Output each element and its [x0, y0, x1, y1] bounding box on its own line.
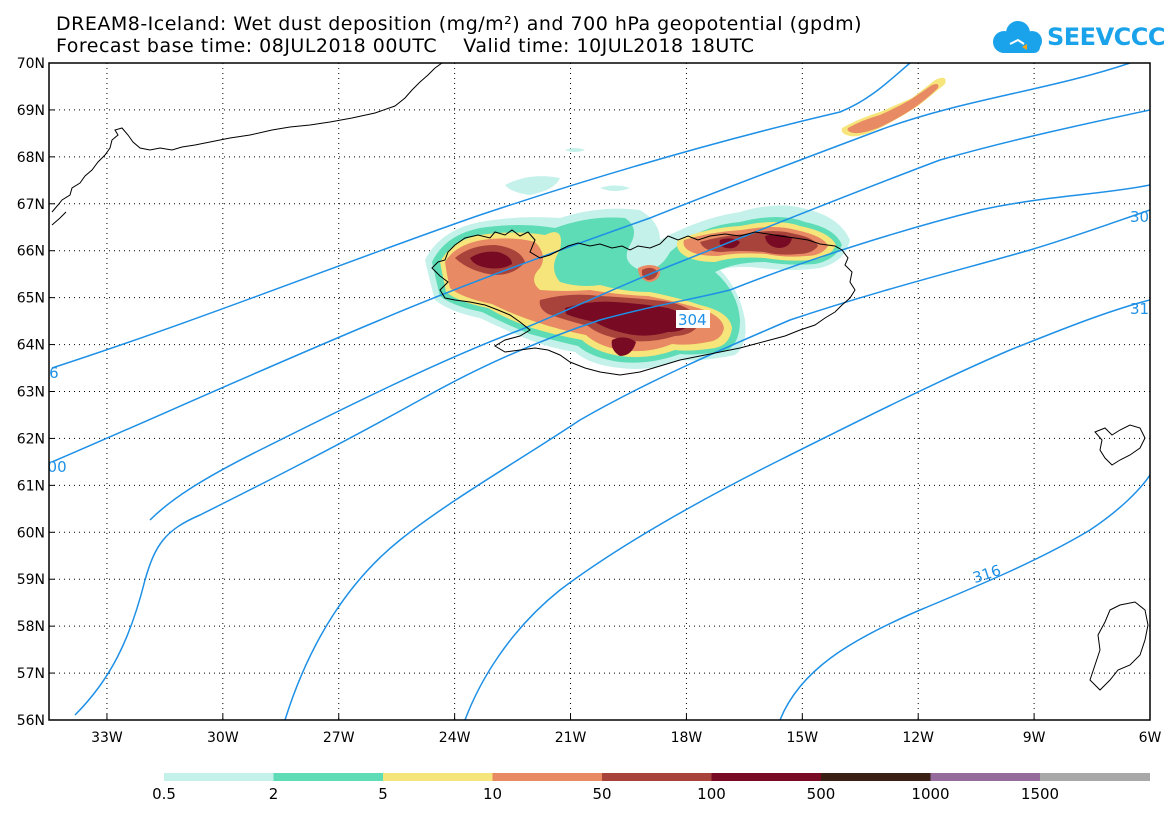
- lat-tick-label: 62N: [17, 431, 45, 447]
- contour-label: 312: [1130, 300, 1159, 318]
- lat-tick-label: 70N: [17, 56, 45, 72]
- lon-tick-label: 9W: [1023, 730, 1046, 746]
- lon-tick-label: 6W: [1139, 730, 1162, 746]
- lat-tick-label: 58N: [17, 619, 45, 635]
- legend-color-swatch: [273, 773, 384, 781]
- lat-tick-label: 59N: [17, 572, 45, 588]
- coastline: [51, 63, 1149, 691]
- lon-tick-label: 30W: [207, 730, 239, 746]
- map-panel: 304 296 300 308 312 316 33W 30W 27W 24W 21W 1…: [17, 56, 1162, 746]
- lon-tick-label: 12W: [902, 730, 934, 746]
- dust-deposition-shading: [425, 77, 946, 369]
- axis-ticks: 33W 30W 27W 24W 21W 18W 15W 12W 9W 6W 70N 69N 68N 67N…: [17, 56, 1162, 746]
- legend-color-swatch: [930, 773, 1041, 781]
- lat-tick-label: 68N: [17, 150, 45, 166]
- legend-color-swatch: [821, 773, 931, 781]
- map-subtitle: Forecast base time: 08JUL2018 00UTC Vali…: [56, 35, 755, 57]
- legend-label: 2: [269, 785, 279, 803]
- lat-tick-label: 66N: [17, 244, 45, 260]
- legend-color-swatch: [1040, 773, 1150, 781]
- legend-label: 500: [807, 785, 836, 803]
- legend-color-swatch: [383, 773, 493, 781]
- legend-label: 1500: [1021, 785, 1059, 803]
- contour-label: 308: [1130, 208, 1159, 226]
- contour-label: 304: [678, 311, 707, 329]
- lat-tick-label: 63N: [17, 385, 45, 401]
- lon-tick-label: 27W: [323, 730, 355, 746]
- lat-tick-label: 57N: [17, 666, 45, 682]
- lat-tick-label: 65N: [17, 291, 45, 307]
- lat-tick-label: 61N: [17, 478, 45, 494]
- legend-label: 5: [378, 785, 388, 803]
- lon-tick-label: 24W: [439, 730, 471, 746]
- legend-color-swatch: [492, 773, 603, 781]
- cloud-logo-icon: [993, 21, 1042, 53]
- lon-tick-label: 15W: [786, 730, 818, 746]
- legend-label: 10: [483, 785, 502, 803]
- legend-color-swatch: [602, 773, 712, 781]
- lat-tick-label: 60N: [17, 525, 45, 541]
- legend-label: 100: [697, 785, 726, 803]
- contour-label: 296: [30, 364, 59, 382]
- map-title: DREAM8-Iceland: Wet dust deposition (mg/…: [56, 13, 863, 35]
- lat-tick-label: 69N: [17, 103, 45, 119]
- geopotential-contours: [51, 63, 1150, 720]
- legend-label: 0.5: [152, 785, 176, 803]
- contour-label: 300: [38, 458, 67, 476]
- logo-text: SEEVCCC: [1047, 23, 1166, 51]
- legend-color-swatch: [711, 773, 822, 781]
- lat-tick-label: 56N: [17, 713, 45, 729]
- lon-tick-label: 21W: [555, 730, 587, 746]
- legend-label: 50: [592, 785, 611, 803]
- lon-tick-label: 18W: [671, 730, 703, 746]
- legend-label: 1000: [911, 785, 949, 803]
- lat-tick-label: 64N: [17, 338, 45, 354]
- legend-color-swatch: [164, 773, 274, 781]
- lat-tick-label: 67N: [17, 197, 45, 213]
- lon-tick-label: 33W: [91, 730, 123, 746]
